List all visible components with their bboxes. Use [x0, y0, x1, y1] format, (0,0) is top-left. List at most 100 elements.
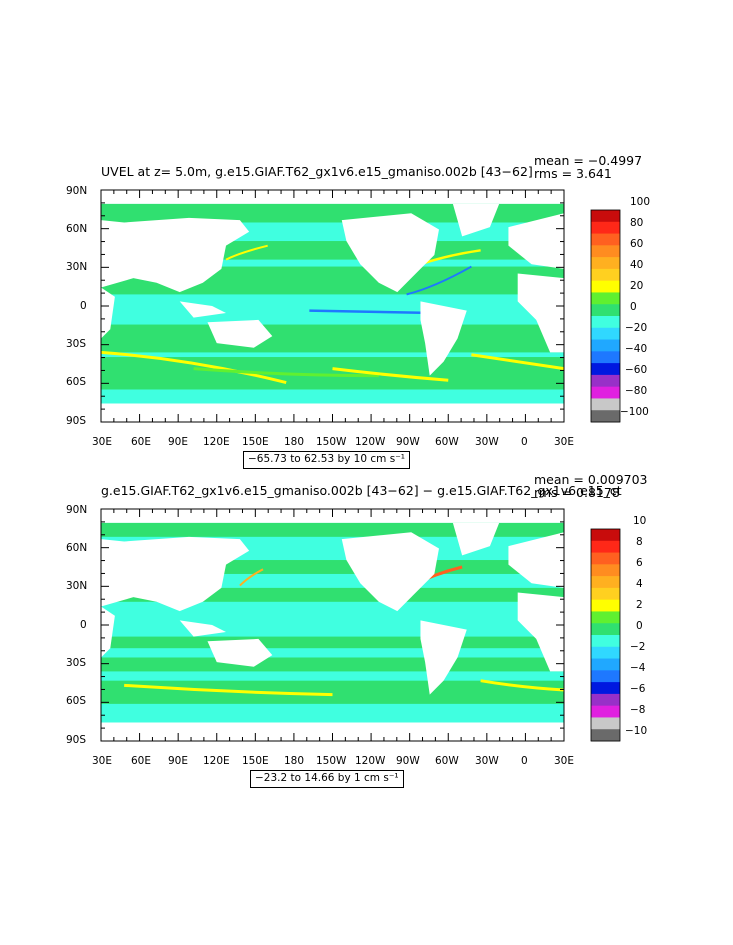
- colorbar-label: −10: [625, 725, 648, 737]
- colorbar-swatch: [591, 280, 620, 293]
- lat-label: 30N: [66, 261, 88, 273]
- southern-jet: [332, 367, 449, 382]
- land-mass: [517, 592, 564, 672]
- colorbar-swatch: [591, 398, 620, 411]
- colorbar-swatch: [591, 292, 620, 305]
- lon-label: 90W: [396, 436, 420, 448]
- lat-label: 90N: [66, 504, 88, 516]
- current-band: [101, 680, 564, 704]
- lon-label: 150W: [316, 755, 347, 767]
- colorbar-swatch: [591, 682, 620, 695]
- contour-range-box: −23.2 to 14.66 by 1 cm s⁻¹: [250, 770, 404, 788]
- lon-label: 0: [521, 755, 528, 767]
- colorbar-frame: [590, 209, 621, 423]
- land-mass: [420, 301, 467, 376]
- lon-label: 60W: [435, 436, 459, 448]
- equatorial-current: [309, 309, 435, 315]
- land-mass: [341, 532, 439, 612]
- colorbar-swatch: [591, 410, 620, 423]
- lat-label: 60S: [66, 376, 87, 388]
- lon-label: 150W: [316, 436, 347, 448]
- current-band: [101, 324, 564, 353]
- land-mass: [101, 536, 250, 612]
- map-layer: [101, 509, 565, 741]
- colorbar-swatch: [591, 564, 620, 577]
- lat-label: 90S: [66, 415, 87, 427]
- colorbar-swatch: [591, 552, 620, 565]
- lat-label: 0: [80, 619, 87, 631]
- panel-title: g.e15.GIAF.T62_gx1v6.e15_gmaniso.002b [4…: [101, 483, 622, 498]
- panel-uvel: UVEL at z= 5.0m, g.e15.GIAF.T62_gx1v6.e1…: [0, 0, 733, 470]
- colorbar-swatch: [591, 529, 620, 542]
- current-band: [101, 203, 564, 223]
- lon-label: 120E: [203, 755, 230, 767]
- colorbar-label: 60: [630, 238, 644, 250]
- colorbar-label: 2: [636, 599, 643, 611]
- colorbar-swatch: [591, 245, 620, 258]
- southern-jet: [124, 683, 333, 697]
- lon-label: 90E: [168, 755, 188, 767]
- colorbar-label: 6: [636, 557, 643, 569]
- lat-label: 60N: [66, 223, 88, 235]
- land-mass: [179, 620, 227, 637]
- lat-label: 60N: [66, 542, 88, 554]
- contour-range-box: −65.73 to 62.53 by 10 cm s⁻¹: [243, 451, 410, 469]
- current-band: [101, 541, 564, 551]
- land-mass: [517, 273, 564, 353]
- colorbar-swatch: [591, 599, 620, 612]
- lon-label: 150E: [242, 755, 269, 767]
- lon-label: 30E: [92, 755, 112, 767]
- lon-label: 120W: [355, 436, 386, 448]
- mean-stat: mean = −0.4997: [534, 153, 643, 168]
- southern-jet: [193, 367, 379, 378]
- current-band: [101, 657, 564, 672]
- colorbar-swatch: [591, 611, 620, 624]
- rms-stat: rms = 0.8178: [534, 485, 620, 500]
- map-layer: [100, 190, 565, 422]
- lon-label: 180: [284, 436, 305, 448]
- land-mass: [101, 606, 115, 658]
- land-mass: [452, 203, 500, 237]
- colorbar-frame: [590, 528, 621, 742]
- colorbar-label: 100: [630, 196, 651, 208]
- colorbar-swatch: [591, 339, 620, 352]
- land-mass: [341, 213, 439, 293]
- lon-label: 30W: [475, 436, 499, 448]
- southern-jet: [100, 350, 287, 385]
- colorbar-label: 8: [636, 536, 643, 548]
- land-mass: [420, 620, 467, 695]
- colorbar-swatch: [591, 693, 620, 707]
- lon-label: 180: [284, 755, 305, 767]
- lon-label: 120E: [203, 436, 230, 448]
- map-plot: [100, 189, 621, 423]
- lat-label: 30S: [66, 657, 87, 669]
- colorbar-swatch: [591, 646, 620, 660]
- colorbar-label: −40: [625, 343, 648, 355]
- current-band: [101, 522, 564, 537]
- colorbar-label: 80: [630, 217, 644, 229]
- current-band: [101, 389, 564, 406]
- land-mass: [508, 213, 564, 269]
- colorbar-label: −80: [625, 385, 648, 397]
- colorbar-label: 10: [633, 515, 647, 527]
- lat-label: 90N: [66, 185, 88, 197]
- colorbar-label: −100: [620, 406, 649, 418]
- colorbar-swatch: [591, 221, 620, 235]
- colorbar-label: −20: [625, 322, 648, 334]
- colorbar-swatch: [591, 658, 620, 671]
- colorbar-swatch: [591, 623, 620, 636]
- colorbar-swatch: [591, 327, 620, 341]
- lon-label: 0: [521, 436, 528, 448]
- lon-label: 90E: [168, 436, 188, 448]
- lon-label: 60E: [131, 436, 151, 448]
- southern-jet: [471, 353, 565, 371]
- colorbar-swatch: [591, 351, 620, 364]
- southern-jet: [480, 679, 565, 692]
- lon-label: 60W: [435, 755, 459, 767]
- lon-label: 60E: [131, 755, 151, 767]
- lon-label: 30E: [92, 436, 112, 448]
- land-mass: [207, 319, 273, 348]
- boundary-current: [406, 265, 472, 296]
- land-mass: [179, 301, 227, 318]
